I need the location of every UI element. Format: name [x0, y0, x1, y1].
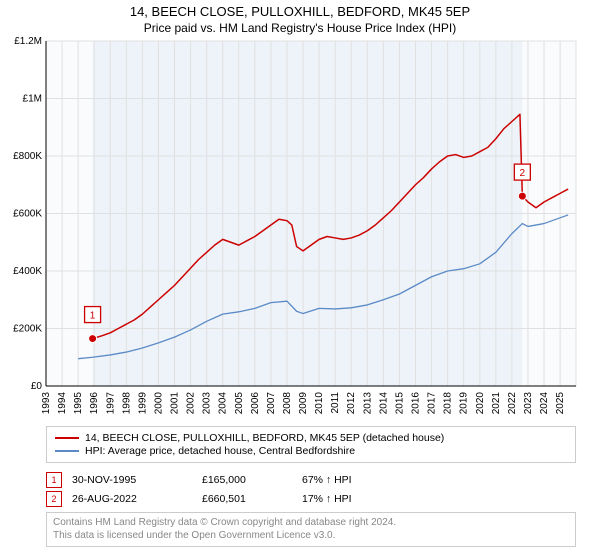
legend-label: 14, BEECH CLOSE, PULLOXHILL, BEDFORD, MK…: [85, 432, 444, 444]
svg-text:2000: 2000: [153, 392, 164, 415]
notice-line2: This data is licensed under the Open Gov…: [53, 530, 569, 543]
svg-text:2001: 2001: [170, 392, 181, 415]
svg-text:2: 2: [520, 168, 526, 179]
svg-text:2021: 2021: [491, 392, 502, 415]
event-delta: 17% ↑ HPI: [302, 493, 382, 505]
event-marker-icon: 2: [46, 491, 62, 507]
event-date: 26-AUG-2022: [72, 493, 202, 505]
legend-label: HPI: Average price, detached house, Cent…: [85, 445, 355, 457]
svg-text:2003: 2003: [202, 392, 213, 415]
svg-text:2022: 2022: [507, 392, 518, 415]
svg-text:£0: £0: [31, 381, 43, 392]
svg-text:2023: 2023: [523, 392, 534, 415]
event-delta: 67% ↑ HPI: [302, 474, 382, 486]
chart-title-line1: 14, BEECH CLOSE, PULLOXHILL, BEDFORD, MK…: [0, 4, 600, 19]
svg-text:2024: 2024: [539, 392, 550, 415]
svg-text:2002: 2002: [186, 392, 197, 415]
chart-title-line2: Price paid vs. HM Land Registry's House …: [0, 21, 600, 35]
svg-text:1999: 1999: [137, 392, 148, 415]
events-list: 1 30-NOV-1995 £165,000 67% ↑ HPI 2 26-AU…: [46, 469, 576, 510]
svg-text:2020: 2020: [475, 392, 486, 415]
svg-text:2016: 2016: [411, 392, 422, 415]
svg-text:£200K: £200K: [13, 324, 42, 335]
legend-swatch: [55, 437, 79, 439]
svg-text:1: 1: [90, 311, 96, 322]
line-chart: £0 £200K £400K £600K £800K £1M £1.2M 1993 1994 19…: [0, 35, 600, 415]
svg-text:2011: 2011: [330, 392, 341, 414]
svg-text:2006: 2006: [250, 392, 261, 415]
svg-text:1996: 1996: [89, 392, 100, 415]
svg-text:2017: 2017: [427, 392, 438, 415]
event-row: 2 26-AUG-2022 £660,501 17% ↑ HPI: [46, 491, 576, 507]
svg-text:2018: 2018: [443, 392, 454, 415]
svg-text:2012: 2012: [346, 392, 357, 415]
svg-text:2014: 2014: [378, 392, 389, 415]
svg-text:£800K: £800K: [13, 151, 42, 162]
svg-text:1994: 1994: [57, 392, 68, 415]
svg-text:2025: 2025: [555, 392, 566, 415]
event-row: 1 30-NOV-1995 £165,000 67% ↑ HPI: [46, 472, 576, 488]
event-price: £165,000: [202, 474, 302, 486]
chart-area: £0 £200K £400K £600K £800K £1M £1.2M 1993 1994 19…: [0, 35, 600, 420]
legend-item: 14, BEECH CLOSE, PULLOXHILL, BEDFORD, MK…: [55, 432, 567, 444]
legend-item: HPI: Average price, detached house, Cent…: [55, 445, 567, 457]
svg-text:£400K: £400K: [13, 266, 42, 277]
event-price: £660,501: [202, 493, 302, 505]
svg-text:2013: 2013: [362, 392, 373, 415]
event-marker-icon: 1: [46, 472, 62, 488]
svg-text:2019: 2019: [459, 392, 470, 415]
svg-text:£1M: £1M: [23, 94, 42, 105]
svg-text:2009: 2009: [298, 392, 309, 415]
svg-text:1998: 1998: [121, 392, 132, 415]
event-date: 30-NOV-1995: [72, 474, 202, 486]
legend: 14, BEECH CLOSE, PULLOXHILL, BEDFORD, MK…: [46, 426, 576, 463]
svg-text:£600K: £600K: [13, 209, 42, 220]
svg-text:£1.2M: £1.2M: [14, 36, 42, 47]
svg-text:2015: 2015: [394, 392, 405, 415]
svg-text:2004: 2004: [218, 392, 229, 415]
svg-text:1995: 1995: [73, 392, 84, 415]
svg-text:1993: 1993: [41, 392, 52, 415]
notice-line1: Contains HM Land Registry data © Crown c…: [53, 517, 569, 530]
svg-text:2010: 2010: [314, 392, 325, 415]
svg-text:2005: 2005: [234, 392, 245, 415]
svg-text:2008: 2008: [282, 392, 293, 415]
copyright-notice: Contains HM Land Registry data © Crown c…: [46, 512, 576, 547]
legend-swatch: [55, 450, 79, 452]
svg-text:1997: 1997: [105, 392, 116, 415]
svg-text:2007: 2007: [266, 392, 277, 415]
